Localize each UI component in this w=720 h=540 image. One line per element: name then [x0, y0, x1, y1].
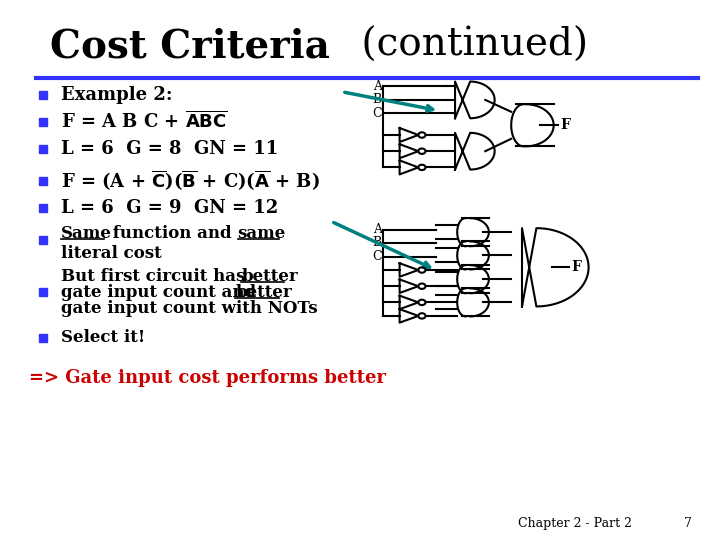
- Text: C: C: [372, 250, 382, 263]
- Text: F = A B C + $\overline{\mathbf{A}}\overline{\mathbf{B}}\overline{\mathbf{C}}$: F = A B C + $\overline{\mathbf{A}}\overl…: [61, 111, 228, 132]
- Text: B: B: [372, 237, 382, 249]
- Text: 7: 7: [684, 517, 692, 530]
- Text: L = 6  G = 9  GN = 12: L = 6 G = 9 GN = 12: [61, 199, 279, 217]
- Text: => Gate input cost performs better: => Gate input cost performs better: [29, 369, 386, 387]
- Text: Select it!: Select it!: [61, 329, 145, 346]
- Text: Same: Same: [61, 225, 112, 242]
- Text: same: same: [238, 225, 286, 242]
- Text: L = 6  G = 8  GN = 11: L = 6 G = 8 GN = 11: [61, 139, 279, 158]
- Text: F = (A + $\overline{\mathbf{C}}$)($\overline{\mathbf{B}}$ + C)($\overline{\mathb: F = (A + $\overline{\mathbf{C}}$)($\over…: [61, 168, 320, 193]
- Text: A: A: [373, 223, 382, 236]
- Text: F: F: [571, 260, 581, 274]
- Text: Chapter 2 - Part 2: Chapter 2 - Part 2: [518, 517, 632, 530]
- Text: gate input count with NOTs: gate input count with NOTs: [61, 300, 318, 318]
- Text: B: B: [372, 93, 382, 106]
- Text: function and: function and: [107, 225, 237, 242]
- Text: better: better: [235, 284, 292, 301]
- Text: But first circuit has: But first circuit has: [61, 268, 251, 285]
- Text: F: F: [560, 118, 570, 132]
- Text: C: C: [372, 107, 382, 120]
- Text: (continued): (continued): [349, 27, 588, 64]
- Text: better: better: [241, 268, 298, 285]
- Text: A: A: [373, 80, 382, 93]
- Text: literal cost: literal cost: [61, 245, 162, 262]
- Text: Cost Criteria: Cost Criteria: [50, 27, 330, 65]
- Text: gate input count and: gate input count and: [61, 284, 262, 301]
- Text: Example 2:: Example 2:: [61, 85, 173, 104]
